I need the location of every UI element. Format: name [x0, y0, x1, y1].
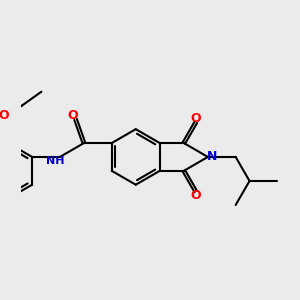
Text: O: O [190, 189, 201, 202]
Text: O: O [68, 109, 78, 122]
Text: N: N [207, 150, 217, 164]
Text: NH: NH [46, 156, 65, 166]
Text: O: O [0, 109, 9, 122]
Text: O: O [190, 112, 201, 124]
